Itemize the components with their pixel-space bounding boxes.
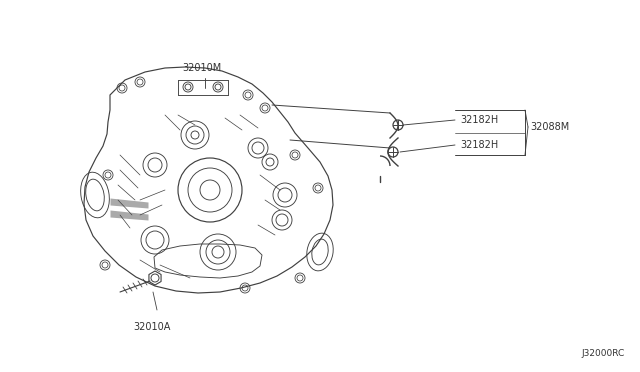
Text: 32010A: 32010A [133, 322, 171, 332]
Text: J32000RC: J32000RC [582, 349, 625, 358]
Text: 32182H: 32182H [460, 140, 499, 150]
Text: 32088M: 32088M [530, 122, 569, 132]
Text: 32010M: 32010M [182, 63, 221, 73]
Text: 32182H: 32182H [460, 115, 499, 125]
